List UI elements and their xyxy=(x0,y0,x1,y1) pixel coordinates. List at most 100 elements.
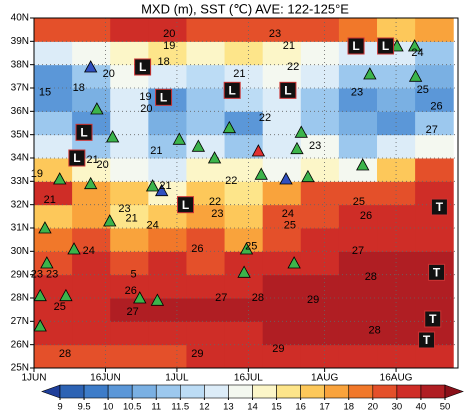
heatmap-cell xyxy=(34,41,73,66)
y-tick-label: 25N xyxy=(11,363,29,374)
heatmap-cell xyxy=(110,134,149,159)
y-tick-label: 33N xyxy=(11,176,29,187)
system-label: L xyxy=(80,126,87,140)
heatmap-cell xyxy=(110,158,149,182)
system-label: T xyxy=(433,266,441,280)
chart-title: MXD (m), SST (℃) AVE: 122-125°E xyxy=(141,1,349,16)
heatmap-cell xyxy=(338,274,378,299)
heatmap-cell xyxy=(72,251,111,276)
heatmap-cell xyxy=(148,18,187,42)
contour-label: 26 xyxy=(125,285,137,297)
triangle-marker xyxy=(191,139,206,152)
heatmap-cell xyxy=(186,204,226,229)
heatmap-cell xyxy=(300,88,340,112)
colorbar-box xyxy=(107,384,133,399)
colorbar-tick-label: 10.5 xyxy=(123,402,142,412)
y-tick-label: 31N xyxy=(11,223,29,234)
heatmap-cell xyxy=(34,88,73,112)
heatmap-cell xyxy=(186,134,226,159)
triangle-marker xyxy=(40,256,54,269)
heatmap-cell xyxy=(262,298,302,322)
triangle-marker xyxy=(103,214,117,227)
heatmap-cell xyxy=(110,251,149,276)
triangle-marker xyxy=(172,132,186,145)
heatmap-cell xyxy=(148,344,187,369)
system-box xyxy=(134,58,152,76)
triangle-marker xyxy=(90,102,104,115)
contour-label: 28 xyxy=(59,348,71,360)
colorbar-tick-label: 50 xyxy=(440,402,451,412)
heatmap-cell xyxy=(224,274,264,299)
contour-label: 24 xyxy=(282,208,294,220)
contour-label: 29 xyxy=(191,348,203,360)
heatmap-cell xyxy=(377,298,416,322)
heatmap-cell xyxy=(72,64,111,89)
heatmap-cell xyxy=(186,181,226,206)
colorbar-box xyxy=(252,384,277,399)
heatmap-cell xyxy=(224,298,264,322)
colorbar-tick-label: 9 xyxy=(57,402,62,412)
heatmap-cell xyxy=(262,111,302,136)
heatmap-cell xyxy=(148,228,187,252)
colorbar-box xyxy=(228,384,253,399)
colorbar-tick-label: 14 xyxy=(247,402,258,412)
colorbar-end xyxy=(41,384,61,399)
contour-label: 24 xyxy=(83,245,95,257)
y-tick-label: 37N xyxy=(11,83,29,94)
heatmap-cell xyxy=(110,228,149,252)
system-box xyxy=(223,81,241,99)
heatmap-cell xyxy=(110,204,149,229)
triangle-marker xyxy=(251,144,266,157)
heatmap-cell xyxy=(300,134,340,159)
heatmap-cell xyxy=(72,88,111,112)
heatmap-cell xyxy=(338,181,378,206)
colorbar-end xyxy=(444,384,464,399)
contour-label: 15 xyxy=(39,87,51,99)
y-tick-label: 26N xyxy=(11,339,29,350)
heatmap-cell xyxy=(224,158,264,182)
contour-label: 26 xyxy=(360,210,372,222)
heatmap-cell xyxy=(415,134,454,159)
triangle-marker xyxy=(133,291,147,304)
system-box xyxy=(347,37,365,55)
heatmap-cell xyxy=(300,18,340,42)
y-tick-label: 28N xyxy=(11,293,29,304)
contour-label: 21 xyxy=(283,40,295,52)
contour-label: 27 xyxy=(426,124,438,136)
heatmap-cell xyxy=(224,18,264,42)
system-label: L xyxy=(352,39,359,53)
heatmap-cell xyxy=(186,251,226,276)
heatmap-cell xyxy=(338,18,378,42)
heatmap-cell xyxy=(262,158,302,182)
contour-label: 23 xyxy=(211,208,223,220)
contour-label: 28 xyxy=(365,271,377,283)
heatmap-cell xyxy=(110,344,149,369)
heatmap-cell xyxy=(262,321,302,346)
heatmap-cell xyxy=(148,251,187,276)
y-tick-label: 29N xyxy=(11,269,29,280)
contour-label: 29 xyxy=(307,294,319,306)
system-label: L xyxy=(382,39,389,53)
contour-label: 21 xyxy=(86,154,98,166)
heatmap-cell xyxy=(338,134,378,159)
triangle-marker xyxy=(33,319,47,332)
heatmap-cell xyxy=(224,251,264,276)
colorbar-tick-label: 15 xyxy=(271,402,282,412)
heatmap-cell xyxy=(262,274,302,299)
contour-label: 28 xyxy=(252,292,264,304)
heatmap-cell xyxy=(377,158,416,182)
heatmap-cell xyxy=(148,321,187,346)
contour-label: 19 xyxy=(163,40,175,52)
colorbar-box xyxy=(348,384,374,399)
heatmap-cell xyxy=(186,344,226,369)
triangle-marker xyxy=(84,176,98,190)
x-tick-label: 16JUL xyxy=(234,373,263,384)
y-tick-label: 30N xyxy=(11,246,29,257)
heatmap-cell xyxy=(300,111,340,136)
colorbar-tick-label: 13 xyxy=(223,402,234,412)
contour-label: 5 xyxy=(131,269,137,281)
heatmap-cell xyxy=(224,181,264,206)
heatmap-cell xyxy=(72,228,111,252)
heatmap-cell xyxy=(377,88,416,112)
system-label: L xyxy=(160,91,167,105)
